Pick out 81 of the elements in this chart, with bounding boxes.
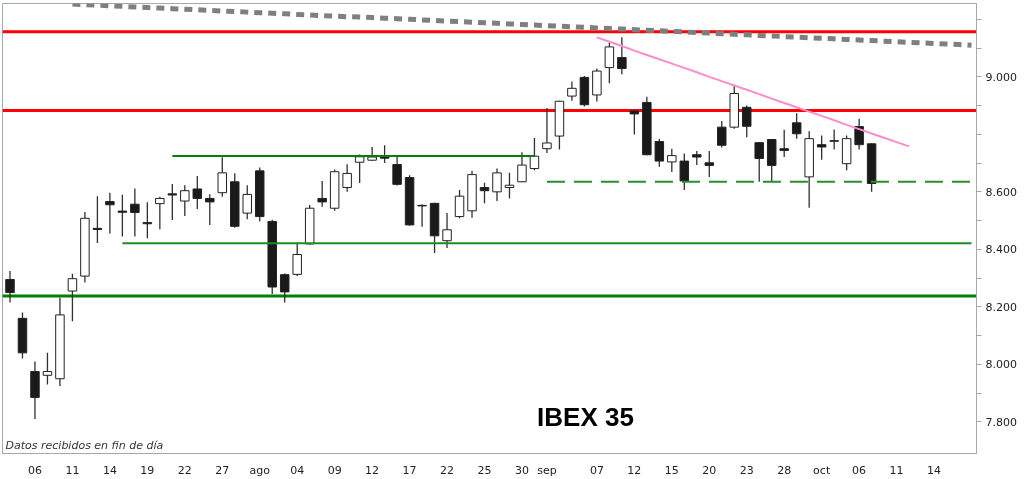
candlestick xyxy=(854,118,864,151)
candlestick xyxy=(167,183,178,221)
candlestick xyxy=(517,151,527,183)
candlestick xyxy=(92,195,103,244)
text: IBEX 35 xyxy=(537,401,634,432)
x-tick-label: 27 xyxy=(215,463,230,477)
y-tick-label: 9.000 xyxy=(985,70,1017,84)
candlestick xyxy=(292,241,302,277)
candlestick xyxy=(704,150,715,178)
candlestick xyxy=(779,129,789,158)
candlestick xyxy=(791,112,802,140)
x-tick-label: 22 xyxy=(440,463,455,477)
candlestick xyxy=(354,153,365,184)
x-tick-label: 11 xyxy=(65,463,80,477)
candlestick xyxy=(217,156,228,198)
candlestick xyxy=(130,187,140,238)
x-tick-label: 09 xyxy=(327,463,342,477)
candlestick xyxy=(741,104,752,138)
x-tick-label: oct xyxy=(813,463,831,477)
x-tick-label: 22 xyxy=(177,463,192,477)
y-tick-label: 7.800 xyxy=(985,415,1017,429)
candlestick xyxy=(654,137,665,168)
x-tick-label: 12 xyxy=(627,463,642,477)
candlestick xyxy=(242,184,252,220)
x-tick-label: 23 xyxy=(739,463,754,477)
candlestick xyxy=(155,196,165,230)
candlestick xyxy=(117,194,128,238)
candlestick xyxy=(205,193,215,226)
candlestick xyxy=(617,36,627,75)
x-tick-label: 17 xyxy=(402,463,417,477)
x-tick-label: 12 xyxy=(365,463,380,477)
x-tick-label: 11 xyxy=(889,463,904,477)
candlestick xyxy=(504,172,515,200)
candlestick xyxy=(442,212,452,249)
candlestick xyxy=(5,270,15,304)
annotation: Datos recibidos en fin de día xyxy=(5,438,164,452)
candlestick xyxy=(180,184,190,217)
candlestick xyxy=(754,141,764,183)
candlestick xyxy=(829,128,839,151)
candlestick xyxy=(105,192,115,235)
line-series xyxy=(595,36,911,148)
candlestick xyxy=(317,180,327,208)
x-tick-label: 30 xyxy=(514,463,529,477)
candlestick xyxy=(67,273,78,322)
y-tick-label: 8.200 xyxy=(985,300,1017,314)
candlestick xyxy=(629,109,640,136)
candlestick xyxy=(279,272,290,304)
x-tick-label: sep xyxy=(537,463,557,477)
x-tick-label: 07 xyxy=(589,463,604,477)
x-tick-label: 28 xyxy=(777,463,792,477)
candlestick xyxy=(142,201,153,239)
candlestick xyxy=(529,137,540,171)
x-tick-label: ago xyxy=(249,463,271,477)
y-tick-label: 8.400 xyxy=(985,243,1017,257)
candlestick xyxy=(192,175,203,210)
x-tick-label: 19 xyxy=(140,463,155,477)
y-tick-label: 8.000 xyxy=(985,358,1017,372)
candlestick xyxy=(454,189,465,219)
candlestick xyxy=(392,156,402,187)
x-tick-label: 20 xyxy=(702,463,717,477)
candlestick xyxy=(342,163,352,193)
candlestick xyxy=(492,167,502,202)
candlestick xyxy=(717,120,727,149)
candlestick xyxy=(816,134,827,161)
x-tick-label: 25 xyxy=(477,463,492,477)
x-tick-label: 15 xyxy=(664,463,679,477)
x-tick-label: 06 xyxy=(852,463,867,477)
candlestick xyxy=(567,80,577,102)
candlestick xyxy=(417,203,427,228)
candlestick xyxy=(667,148,677,173)
x-tick-label: 14 xyxy=(927,463,942,477)
candlestick xyxy=(542,107,552,154)
candlestick xyxy=(679,152,690,191)
y-tick-label: 8.600 xyxy=(985,185,1017,199)
candlestick xyxy=(604,41,615,84)
candlestick xyxy=(479,181,490,204)
candlestick xyxy=(42,352,53,386)
x-tick-label: 04 xyxy=(290,463,305,477)
x-tick-label: 06 xyxy=(27,463,42,477)
x-tick-label: 14 xyxy=(102,463,117,477)
candlestick xyxy=(592,67,602,103)
